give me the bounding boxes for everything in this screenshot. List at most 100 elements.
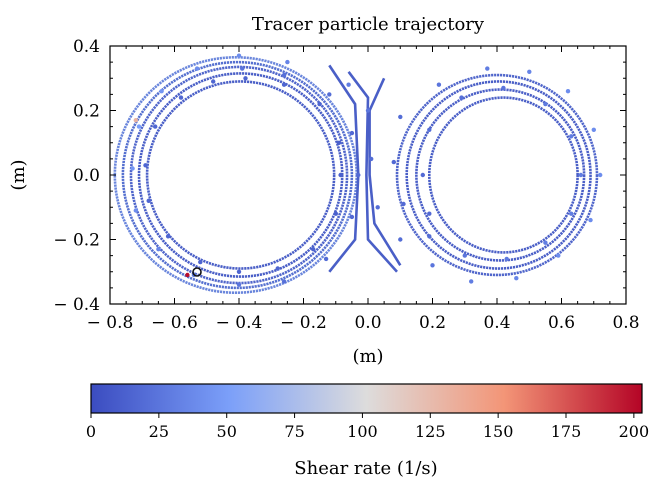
trajectory-point (285, 59, 290, 65)
x-axis-ticks: − 0.8 − 0.6 − 0.4 − 0.2 0.0 0.2 0.4 0.6 0.8 (87, 46, 640, 333)
trajectory-point (156, 247, 161, 252)
trajectory-point (178, 95, 184, 100)
trajectory-point (281, 82, 287, 87)
trajectory-point (436, 82, 442, 87)
y-axis-label: (m) (8, 159, 29, 190)
trajectory-point (485, 66, 490, 71)
colorbar-tick-label: 0 (86, 422, 96, 441)
trajectory-points (130, 53, 603, 287)
trajectory-point (398, 237, 403, 242)
trajectory-point (375, 205, 380, 210)
trajectory-crossing (347, 71, 398, 273)
trajectory-loop (405, 80, 592, 270)
trajectory-point (275, 266, 280, 271)
trajectory-point (143, 163, 148, 168)
trajectory-point (365, 108, 371, 113)
trajectory-point (527, 69, 532, 75)
trajectory-point (391, 159, 396, 165)
colorbar-tick-label: 125 (415, 422, 446, 441)
trajectory-point (469, 279, 474, 284)
trajectory-point (133, 208, 138, 213)
trajectory-loop (145, 80, 336, 270)
trajectory-point (185, 272, 190, 278)
chart-title: Tracer particle trajectory (252, 14, 485, 35)
colorbar (90, 383, 643, 414)
y-tick-label: 0.0 (73, 166, 100, 186)
trajectory-point (133, 118, 138, 123)
trajectory-point (514, 276, 519, 281)
start-marker (192, 267, 202, 277)
trajectory-point (317, 101, 322, 107)
colorbar-tick-label: 200 (619, 422, 650, 441)
trajectory-point (311, 247, 316, 252)
trajectory-point (459, 95, 464, 100)
trajectory-point (136, 124, 142, 129)
trajectory-point (569, 211, 574, 216)
trajectory-point (420, 172, 425, 178)
colorbar-tick-label: 25 (149, 422, 169, 441)
trajectory-point (153, 124, 158, 129)
trajectory-point (588, 217, 593, 223)
trajectory-point (598, 172, 603, 178)
trajectory-point (504, 256, 509, 262)
x-tick-label: − 0.4 (216, 313, 263, 333)
x-tick-label: − 0.2 (280, 313, 327, 333)
trajectory-point (338, 172, 343, 178)
trajectory-point (427, 234, 432, 239)
trajectory-loop (415, 88, 586, 262)
trajectory-point (333, 211, 338, 216)
trajectory-point (336, 140, 342, 145)
trajectory-point (281, 279, 287, 284)
trajectory-point (236, 282, 242, 287)
x-tick-label: − 0.6 (151, 313, 198, 333)
trajectory-point (462, 253, 467, 258)
colorbar-tick-label: 100 (347, 422, 378, 441)
trajectory-loop (121, 60, 354, 290)
trajectory-point (349, 130, 355, 136)
colorbar-tick-label: 150 (483, 422, 514, 441)
trajectory-point (543, 101, 548, 107)
trajectory-point (501, 85, 506, 91)
trajectory-point (543, 240, 548, 245)
x-tick-label: 0.4 (483, 313, 510, 333)
y-tick-label: 0.4 (73, 37, 100, 57)
x-tick-label: 0.0 (354, 313, 381, 333)
trajectory-point (211, 79, 216, 84)
colorbar-tick-label: 50 (217, 422, 237, 441)
trajectory-point (323, 256, 329, 262)
plot-frame (109, 45, 627, 305)
trajectory-point (346, 82, 351, 87)
trajectory-point (236, 269, 242, 274)
trajectory-point (349, 214, 355, 220)
trajectory-point (565, 89, 571, 94)
trajectory-point (159, 89, 164, 94)
trajectory-point (146, 198, 151, 203)
trajectory-point (427, 211, 432, 216)
trajectory-point (401, 201, 406, 207)
y-axis-ticks: 0.4 0.2 0.0 − 0.2 − 0.4 (53, 37, 626, 315)
trajectory-point (427, 127, 432, 132)
trajectory-point (369, 156, 374, 162)
x-axis-label: (m) (352, 346, 383, 367)
y-tick-label: 0.2 (73, 102, 100, 122)
trajectory-point (240, 66, 245, 71)
trajectory-point (356, 172, 361, 178)
trajectory-crossing (368, 77, 402, 266)
trajectory-point (198, 259, 203, 265)
x-tick-label: 0.2 (419, 313, 446, 333)
trajectory-lines (113, 55, 599, 295)
trajectory-point (591, 127, 596, 132)
trajectory-loop (427, 96, 579, 254)
trajectory-loop (137, 72, 344, 278)
trajectory-loop (395, 73, 599, 277)
trajectory-point (165, 234, 171, 239)
plot-area (113, 53, 603, 295)
trajectory-point (236, 53, 242, 58)
colorbar-ticks: 0 25 50 75 100 125 150 175 200 (86, 413, 649, 441)
colorbar-tick-label: 175 (551, 422, 582, 441)
trajectory-loop (113, 55, 359, 295)
colorbar-tick-label: 75 (284, 422, 304, 441)
trajectory-point (194, 66, 200, 71)
x-tick-label: 0.8 (612, 313, 639, 333)
y-tick-label: − 0.2 (53, 231, 100, 251)
